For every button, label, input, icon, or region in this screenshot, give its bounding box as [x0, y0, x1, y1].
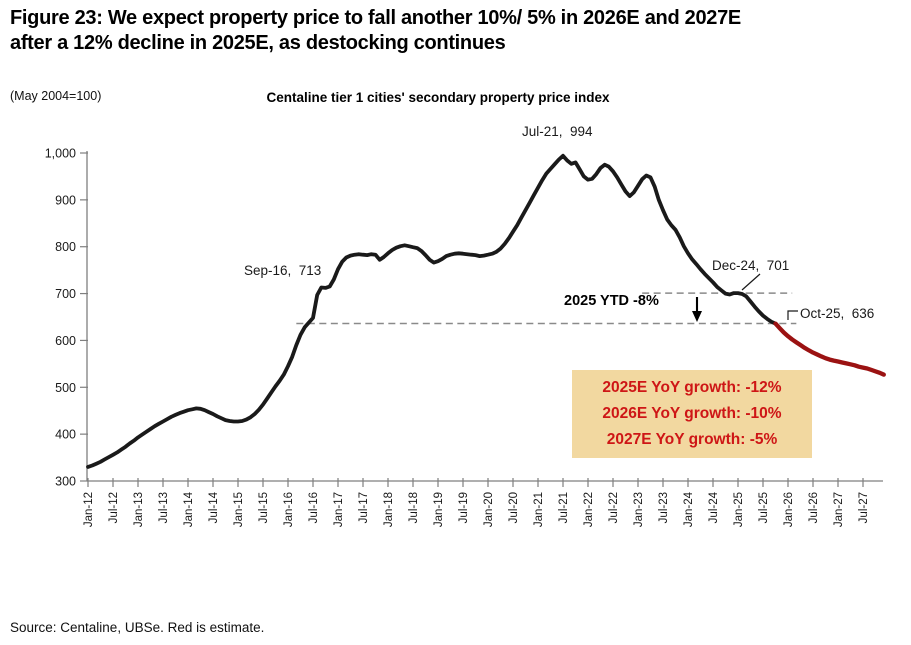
svg-text:Jan-27: Jan-27 [833, 492, 845, 527]
svg-text:Jan-20: Jan-20 [483, 492, 495, 527]
svg-text:Jan-26: Jan-26 [783, 492, 795, 527]
svg-text:1,000: 1,000 [45, 147, 76, 161]
svg-text:Jul-18: Jul-18 [408, 492, 420, 523]
oct25-leader-bracket [787, 310, 798, 320]
svg-text:Jul-16: Jul-16 [308, 492, 320, 523]
svg-text:Jan-14: Jan-14 [183, 491, 195, 527]
axis-unit-note: (May 2004=100) [10, 89, 102, 103]
actual-series-line [86, 153, 778, 469]
svg-text:Jan-16: Jan-16 [283, 492, 295, 527]
svg-text:Jan-19: Jan-19 [433, 492, 445, 527]
svg-text:Jan-13: Jan-13 [133, 492, 145, 527]
svg-text:Jul-26: Jul-26 [808, 492, 820, 523]
svg-text:Jul-21: Jul-21 [558, 492, 570, 523]
growth-2027e: 2027E YoY growth: -5% [606, 431, 778, 448]
figure-title-line1: Figure 23: We expect property price to f… [10, 7, 741, 29]
svg-text:Jan-25: Jan-25 [733, 492, 745, 527]
svg-text:300: 300 [55, 475, 76, 489]
svg-text:Jan-17: Jan-17 [333, 492, 345, 527]
svg-text:Jan-21: Jan-21 [533, 492, 545, 527]
estimate-series-line [773, 321, 886, 377]
svg-text:Jul-23: Jul-23 [658, 492, 670, 523]
dec24-leader-line [741, 273, 761, 291]
callout-jul21-peak: Jul-21, 994 [522, 124, 593, 139]
svg-text:Jul-15: Jul-15 [258, 492, 270, 523]
callout-dec24: Dec-24, 701 [712, 258, 790, 273]
source-note: Source: Centaline, UBSe. Red is estimate… [10, 620, 265, 635]
chart-title: Centaline tier 1 cities' secondary prope… [266, 90, 610, 105]
figure-title-line2: after a 12% decline in 2025E, as destock… [10, 32, 506, 54]
svg-text:900: 900 [55, 193, 76, 207]
callout-sep16: Sep-16, 713 [244, 263, 322, 278]
svg-text:500: 500 [55, 381, 76, 395]
svg-text:Jan-24: Jan-24 [683, 491, 695, 527]
svg-text:Jan-23: Jan-23 [633, 492, 645, 527]
svg-text:Jul-14: Jul-14 [208, 491, 220, 523]
growth-2026e: 2026E YoY growth: -10% [602, 405, 782, 422]
growth-2025e: 2025E YoY growth: -12% [602, 379, 782, 396]
svg-text:Jul-19: Jul-19 [458, 492, 470, 523]
svg-text:600: 600 [55, 334, 76, 348]
growth-forecast-box: 2025E YoY growth: -12% 2026E YoY growth:… [572, 370, 812, 458]
figure-title: Figure 23: We expect property price to f… [10, 6, 900, 56]
svg-text:800: 800 [55, 240, 76, 254]
ytd-change-label: 2025 YTD -8% [564, 293, 659, 309]
svg-text:Jul-24: Jul-24 [708, 491, 720, 523]
svg-text:Jan-22: Jan-22 [583, 492, 595, 527]
svg-text:Jul-22: Jul-22 [608, 492, 620, 523]
svg-text:Jul-13: Jul-13 [158, 492, 170, 523]
callout-oct25: Oct-25, 636 [800, 306, 875, 321]
svg-text:Jul-17: Jul-17 [358, 492, 370, 523]
svg-text:Jul-27: Jul-27 [858, 492, 870, 523]
svg-text:400: 400 [55, 428, 76, 442]
svg-text:Jan-15: Jan-15 [233, 492, 245, 527]
svg-text:Jul-25: Jul-25 [758, 492, 770, 523]
svg-text:Jul-12: Jul-12 [108, 492, 120, 523]
svg-text:Jul-20: Jul-20 [508, 492, 520, 523]
svg-text:Jan-12: Jan-12 [83, 492, 95, 527]
svg-text:700: 700 [55, 287, 76, 301]
svg-text:Jan-18: Jan-18 [383, 492, 395, 527]
